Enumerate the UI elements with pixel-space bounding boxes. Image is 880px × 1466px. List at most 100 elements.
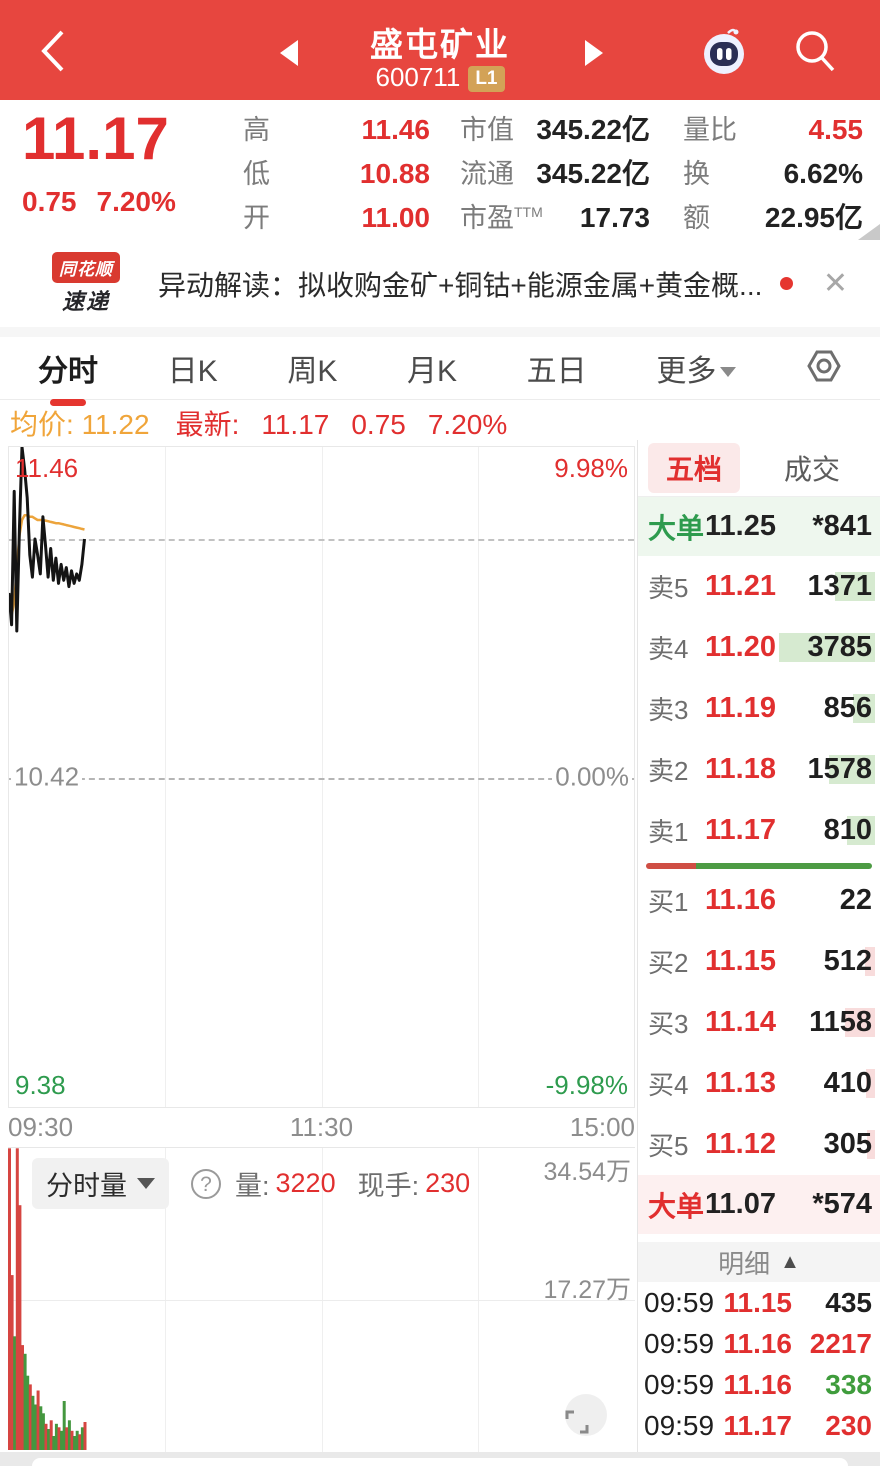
tab-weekly-k[interactable]: 周K — [287, 355, 338, 388]
tab-five-day[interactable]: 五日 — [526, 355, 587, 388]
close-icon[interactable]: ✕ — [822, 267, 848, 300]
tab-five-levels[interactable]: 五档 — [648, 443, 741, 493]
stat-value: 11.46 — [361, 114, 430, 145]
stat-label: 流通 — [460, 159, 514, 189]
stat-value: 6.62% — [783, 158, 863, 189]
axis-tick: 09:30 — [8, 1112, 74, 1142]
latest-price: 最新: 11.17 0.75 7.20% — [175, 409, 508, 440]
sell-ratio-segment — [695, 862, 872, 869]
stat-label: 换 — [683, 159, 710, 189]
back-icon[interactable] — [38, 28, 68, 79]
help-icon[interactable]: ? — [191, 1168, 221, 1199]
next-stock-icon[interactable] — [585, 40, 603, 66]
chevron-down-icon — [137, 1178, 155, 1189]
stat-label: 量比 — [683, 115, 737, 145]
bottom-sheet-edge[interactable] — [0, 1452, 880, 1466]
stat-value: 11.00 — [361, 202, 430, 233]
stat-value: 345.22亿 — [536, 114, 650, 145]
stock-title: 盛屯矿业 — [370, 26, 510, 63]
gridline — [477, 447, 479, 1107]
stat-value: 10.88 — [359, 158, 430, 189]
sell-level-row[interactable]: 卖1 11.17 810 — [638, 800, 880, 861]
fullscreen-icon[interactable] — [565, 1394, 607, 1436]
sell-level-row[interactable]: 卖3 11.19 856 — [638, 678, 880, 739]
volume-chart[interactable]: 分时量 ? 量: 3220 现手: 230 34.54万 17.27万 — [8, 1148, 635, 1452]
search-icon[interactable] — [790, 26, 840, 81]
volume-indicator-selector[interactable]: 分时量 — [32, 1158, 169, 1209]
change-percent: 7.20% — [96, 186, 176, 217]
depth-bar — [845, 1007, 875, 1037]
spacer — [638, 1234, 880, 1242]
change-value: 0.75 — [22, 186, 77, 217]
y-label-zero-pct: 0.00% — [552, 761, 632, 793]
depth-bar — [779, 632, 875, 662]
depth-bar — [829, 754, 875, 784]
big-buy-order-row[interactable]: 大单 11.07 *574 — [638, 1175, 880, 1234]
buy-level-row[interactable]: 买4 11.13 410 — [638, 1053, 880, 1114]
volume-label: 量: — [235, 1171, 270, 1201]
big-sell-order-row[interactable]: 大单 11.25 *841 — [638, 497, 880, 556]
vol-scale-top: 34.54万 — [543, 1158, 631, 1186]
trade-row: 09:59 11.16 338 — [644, 1368, 872, 1400]
depth-bar — [835, 571, 875, 601]
logo-top-text: 同花顺 — [52, 251, 120, 283]
buy-level-row[interactable]: 买1 11.16 22 — [648, 884, 872, 917]
current-hand-value: 230 — [425, 1168, 471, 1198]
stat-label: 高 — [243, 115, 270, 145]
expand-stats-handle[interactable] — [858, 224, 880, 240]
tab-transactions[interactable]: 成交 — [784, 454, 841, 485]
quote-summary: 11.17 0.75 7.20% 高 11.46 低 10.88 开 11.00 市值 3… — [0, 100, 880, 240]
depth-bar — [853, 693, 875, 723]
unread-dot — [779, 277, 793, 290]
volume-bars-svg — [8, 1148, 87, 1450]
orderbook-tabs: 五档 成交 — [638, 440, 880, 497]
tab-monthly-k[interactable]: 月K — [407, 355, 458, 388]
gridline — [8, 1300, 635, 1301]
sell-level-row[interactable]: 卖5 11.21 1371 — [638, 556, 880, 617]
stat-label: 低 — [243, 159, 270, 189]
avg-price: 均价: 11.22 — [10, 409, 150, 440]
y-label-low-pct: -9.98% — [545, 1070, 628, 1100]
stat-value: 345.22亿 — [536, 158, 650, 189]
news-flash-bar[interactable]: 同花顺 速递 异动解读：拟收购金矿+铜钴+能源金属+黄金概... ✕ — [0, 240, 880, 327]
time-axis: 09:30 11:30 15:00 — [8, 1108, 635, 1148]
stock-code-row: 600711 L1 — [310, 62, 570, 93]
y-label-low: 9.38 — [15, 1070, 66, 1100]
gridline — [165, 447, 167, 1107]
buy-level-row[interactable]: 买5 11.12 305 — [638, 1114, 880, 1175]
stats-col-2: 市值 345.22亿 流通 345.22亿 市盈TTM 17.73 — [460, 108, 650, 234]
buy-sell-ratio-bar — [638, 861, 880, 870]
stat-label: 市盈TTM — [460, 203, 543, 233]
chevron-down-icon — [720, 367, 737, 377]
tab-daily-k[interactable]: 日K — [167, 355, 218, 388]
volume-header: 分时量 ? 量: 3220 现手: 230 — [32, 1158, 492, 1209]
price-info-row: 均价: 11.22 最新: 11.17 0.75 7.20% — [0, 400, 880, 446]
trade-row: 09:59 11.15 435 — [644, 1286, 872, 1318]
assistant-robot-icon[interactable] — [698, 26, 750, 78]
news-headline[interactable]: 异动解读：拟收购金矿+铜钴+能源金属+黄金概... — [158, 269, 763, 301]
triangle-up-icon: ▲ — [780, 1250, 800, 1273]
intraday-chart[interactable]: 11.46 9.98% 10.42 0.00% 9.38 -9.98% — [8, 446, 635, 1108]
volume-value: 3220 — [275, 1168, 336, 1198]
tab-more[interactable]: 更多 — [654, 342, 738, 394]
sell-level-row[interactable]: 卖2 11.18 1578 — [638, 739, 880, 800]
axis-tick: 11:30 — [289, 1112, 354, 1142]
app-header: 盛屯矿业 600711 L1 — [0, 0, 880, 100]
chart-settings-icon[interactable] — [804, 346, 844, 391]
detail-header[interactable]: 明细 ▲ — [638, 1242, 880, 1282]
trade-row: 09:59 11.16 2217 — [644, 1327, 872, 1359]
depth-bar — [865, 946, 875, 976]
prev-stock-icon[interactable] — [280, 40, 298, 66]
stock-code: 600711 — [375, 62, 461, 92]
stats-col-3: 量比 4.55 换 6.62% 额 22.95亿 — [683, 108, 863, 234]
depth-bar — [847, 815, 875, 845]
buy-level-row[interactable]: 买3 11.14 1158 — [638, 992, 880, 1053]
current-hand-label: 现手: — [357, 1171, 420, 1201]
ths-express-logo: 同花顺 速递 — [38, 251, 134, 316]
tab-fenshi[interactable]: 分时 — [36, 342, 100, 394]
stat-label: 市值 — [460, 115, 514, 145]
buy-level-row[interactable]: 买2 11.15 512 — [638, 931, 880, 992]
sell-level-row[interactable]: 卖4 11.20 3785 — [638, 617, 880, 678]
gridline — [321, 447, 323, 1107]
price-line-svg — [9, 447, 86, 633]
